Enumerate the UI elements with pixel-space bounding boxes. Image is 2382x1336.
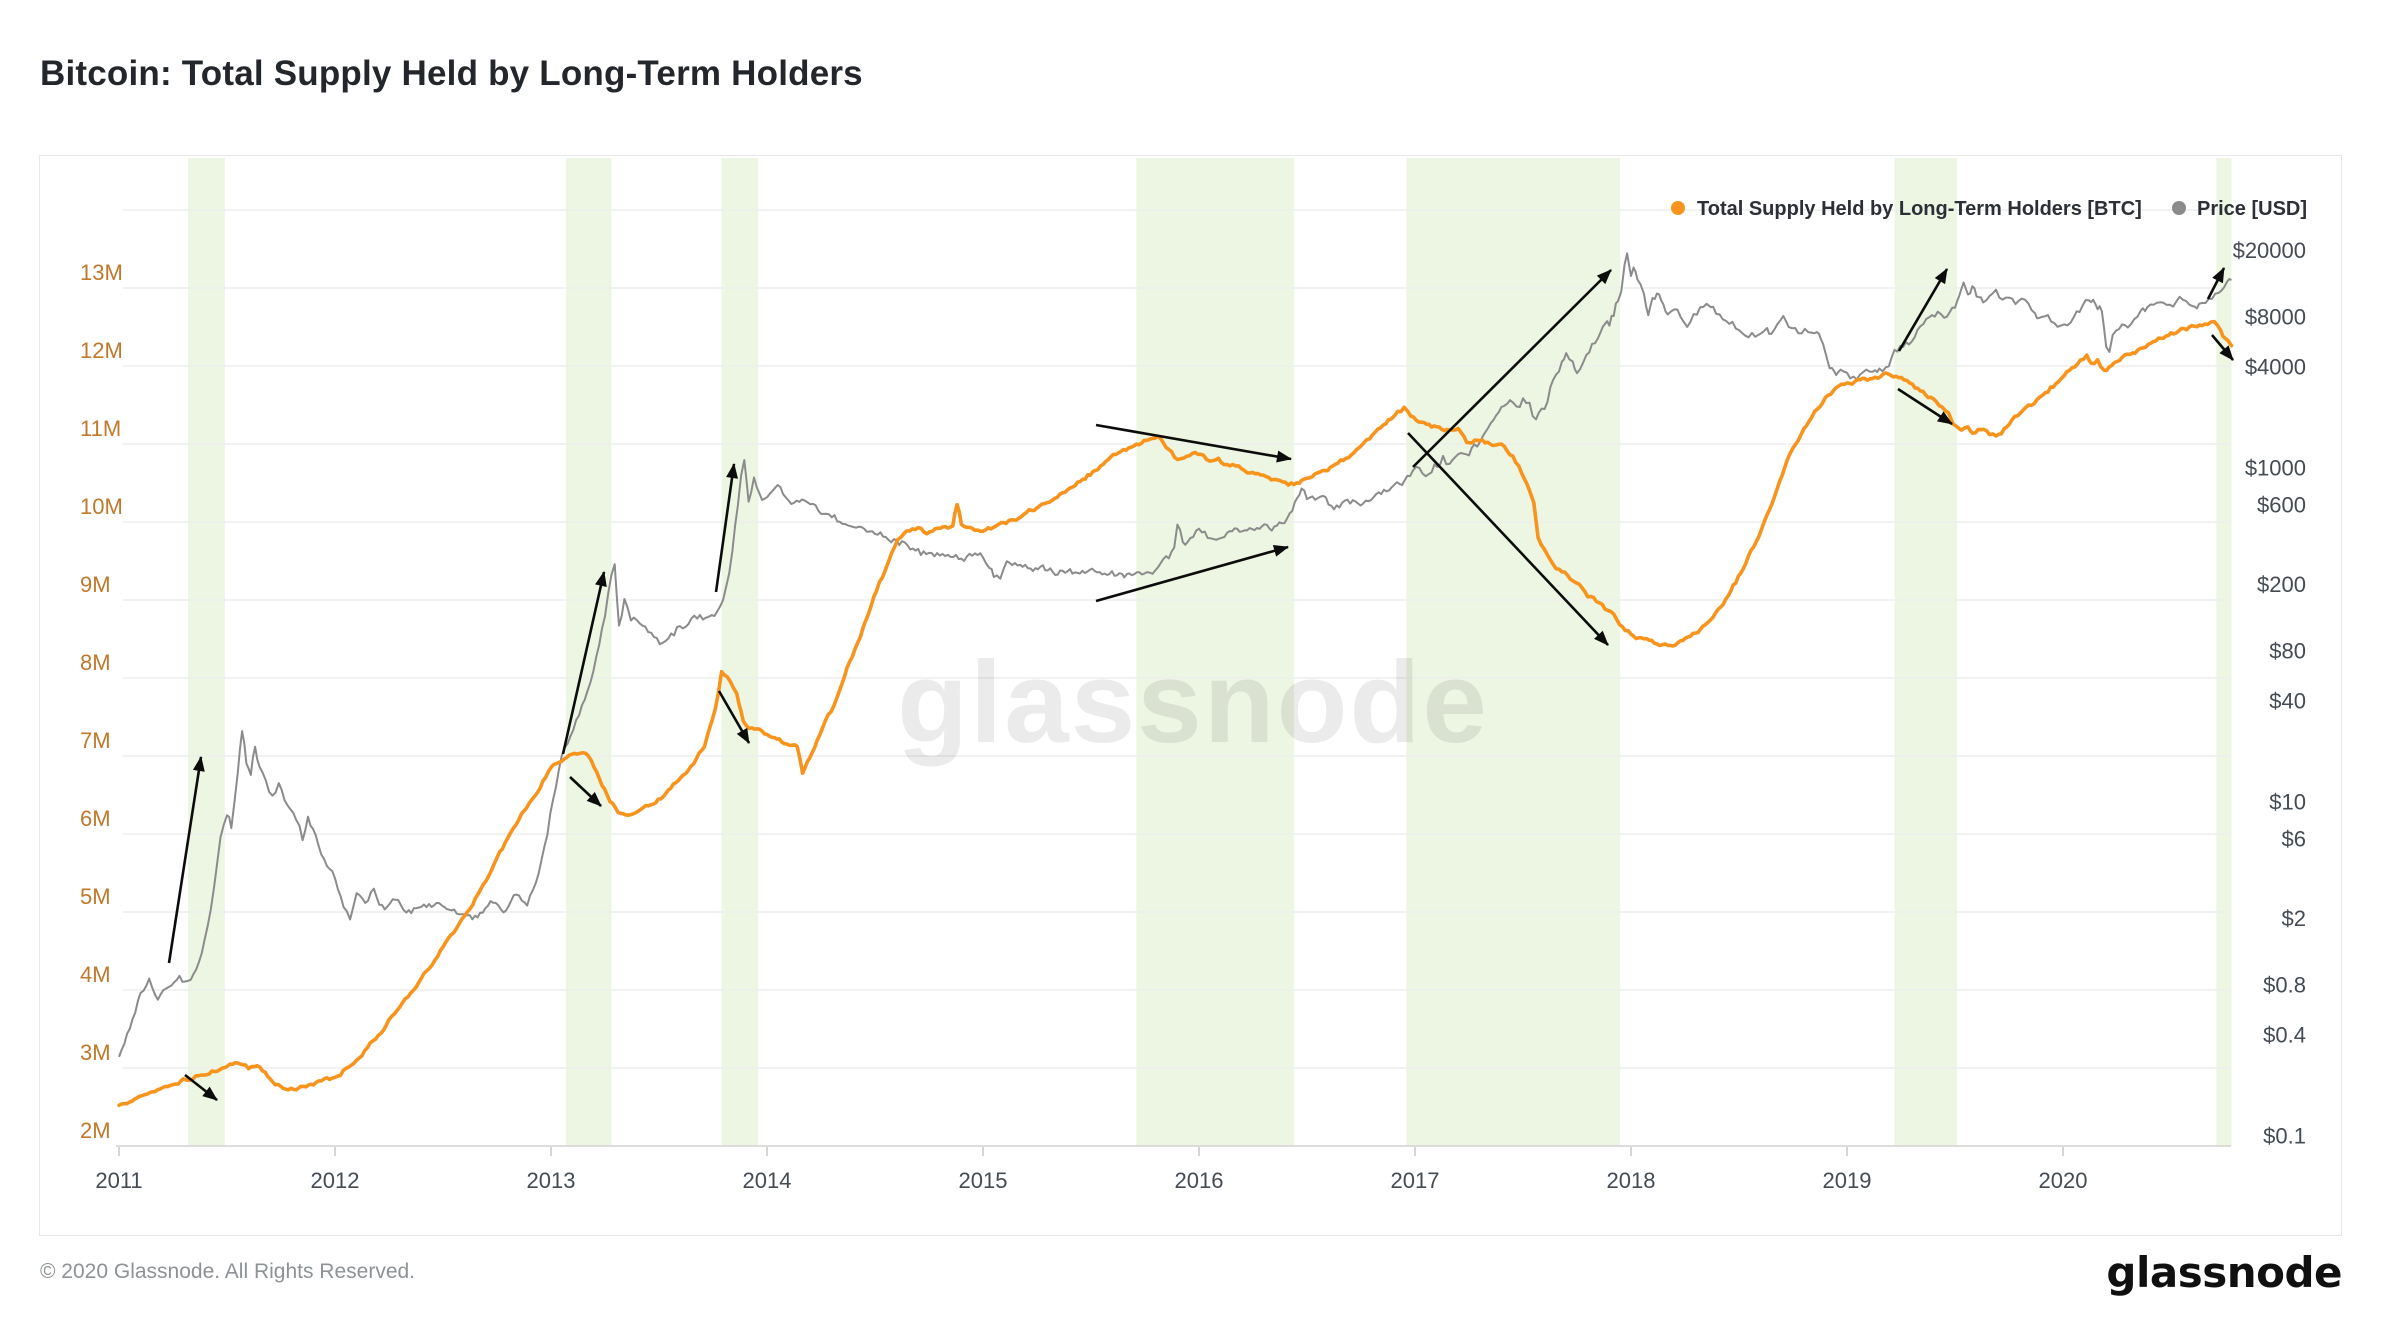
right-axis-label: $1000 [2245, 455, 2306, 480]
page-title: Bitcoin: Total Supply Held by Long-Term … [40, 54, 863, 93]
x-axis-label: 2014 [743, 1168, 792, 1193]
legend-label-supply: Total Supply Held by Long-Term Holders [… [1697, 198, 2142, 220]
trend-arrow [717, 690, 751, 744]
right-axis-label: $200 [2257, 572, 2306, 597]
left-axis-label: 13M [80, 260, 123, 285]
right-axis-label: $20000 [2233, 238, 2306, 263]
x-axis-label: 2015 [959, 1168, 1008, 1193]
right-axis-label: $0.1 [2263, 1123, 2306, 1148]
x-axis-label: 2011 [95, 1168, 142, 1193]
highlight-band [2216, 158, 2232, 1146]
right-axis-label: $2 [2282, 906, 2306, 931]
left-axis-label: 4M [80, 962, 111, 987]
trend-arrow [184, 1073, 218, 1102]
price-legend-dot-icon [2172, 201, 2186, 215]
x-axis-label: 2013 [527, 1168, 576, 1193]
left-axis-label: 6M [80, 806, 111, 831]
price-series-line [118, 252, 2232, 1058]
right-axis-label: $600 [2257, 492, 2306, 517]
highlight-band [1406, 158, 1621, 1146]
right-axis-label: $10 [2269, 789, 2306, 814]
trend-arrow [1412, 269, 1612, 468]
highlight-band [1136, 158, 1295, 1146]
chart-card: 2011 2012 2013 2014 2015 2016 2017 2018 2019 2020… [39, 155, 2342, 1236]
trend-arrow [1095, 545, 1289, 603]
chart-canvas: 2011 2012 2013 2014 2015 2016 2017 2018 2019 2020… [80, 158, 2307, 1193]
right-axis-label: $6 [2282, 826, 2306, 851]
highlight-band [188, 158, 225, 1146]
highlight-band [1894, 158, 1958, 1146]
trend-arrow [1095, 423, 1292, 463]
left-axis-label: 10M [80, 494, 123, 519]
legend-label-price: Price [USD] [2197, 198, 2307, 220]
legend-item-supply[interactable]: Total Supply Held by Long-Term Holders [… [1671, 198, 2142, 220]
glassnode-logo: glassnode [2106, 1248, 2342, 1297]
x-axis-label: 2018 [1607, 1168, 1656, 1193]
trend-arrow [1897, 268, 1949, 352]
watermark-text: glassnode [897, 637, 1489, 767]
trend-arrow [1897, 387, 1953, 426]
x-axis-label: 2016 [1175, 1168, 1224, 1193]
left-axis-label: 8M [80, 650, 111, 675]
left-axis-label: 9M [80, 572, 111, 597]
trend-arrow [167, 756, 205, 964]
trend-arrow [561, 571, 607, 755]
left-axis-label: 12M [80, 338, 123, 363]
legend-item-price[interactable]: Price [USD] [2172, 198, 2307, 220]
left-axis-label: 5M [80, 884, 111, 909]
footer-copyright: © 2020 Glassnode. All Rights Reserved. [40, 1260, 416, 1283]
right-axis-label: $80 [2269, 638, 2306, 663]
trend-arrow [2206, 267, 2226, 300]
x-axis-label: 2020 [2039, 1168, 2088, 1193]
left-axis-label: 2M [80, 1118, 111, 1143]
left-axis-label: 7M [80, 728, 111, 753]
trend-arrow [714, 463, 738, 593]
trend-arrow [2211, 334, 2234, 361]
right-axis-label: $40 [2269, 689, 2306, 714]
supply-series-line [117, 319, 2234, 1108]
right-axis-label: $8000 [2245, 304, 2306, 329]
trend-arrow [569, 776, 602, 807]
x-axis-label: 2017 [1391, 1168, 1440, 1193]
highlight-band [566, 158, 612, 1146]
supply-legend-dot-icon [1671, 201, 1685, 215]
highlight-band [721, 158, 759, 1146]
right-axis-label: $0.4 [2263, 1023, 2306, 1048]
x-axis-label: 2012 [311, 1168, 360, 1193]
right-axis-label: $0.8 [2263, 972, 2306, 997]
trend-arrow [1407, 432, 1609, 646]
left-axis-label: 3M [80, 1040, 111, 1065]
x-axis-label: 2019 [1823, 1168, 1872, 1193]
left-axis-label: 11M [80, 416, 121, 441]
legend: Total Supply Held by Long-Term Holders [… [1671, 198, 2307, 220]
right-axis-label: $4000 [2245, 355, 2306, 380]
